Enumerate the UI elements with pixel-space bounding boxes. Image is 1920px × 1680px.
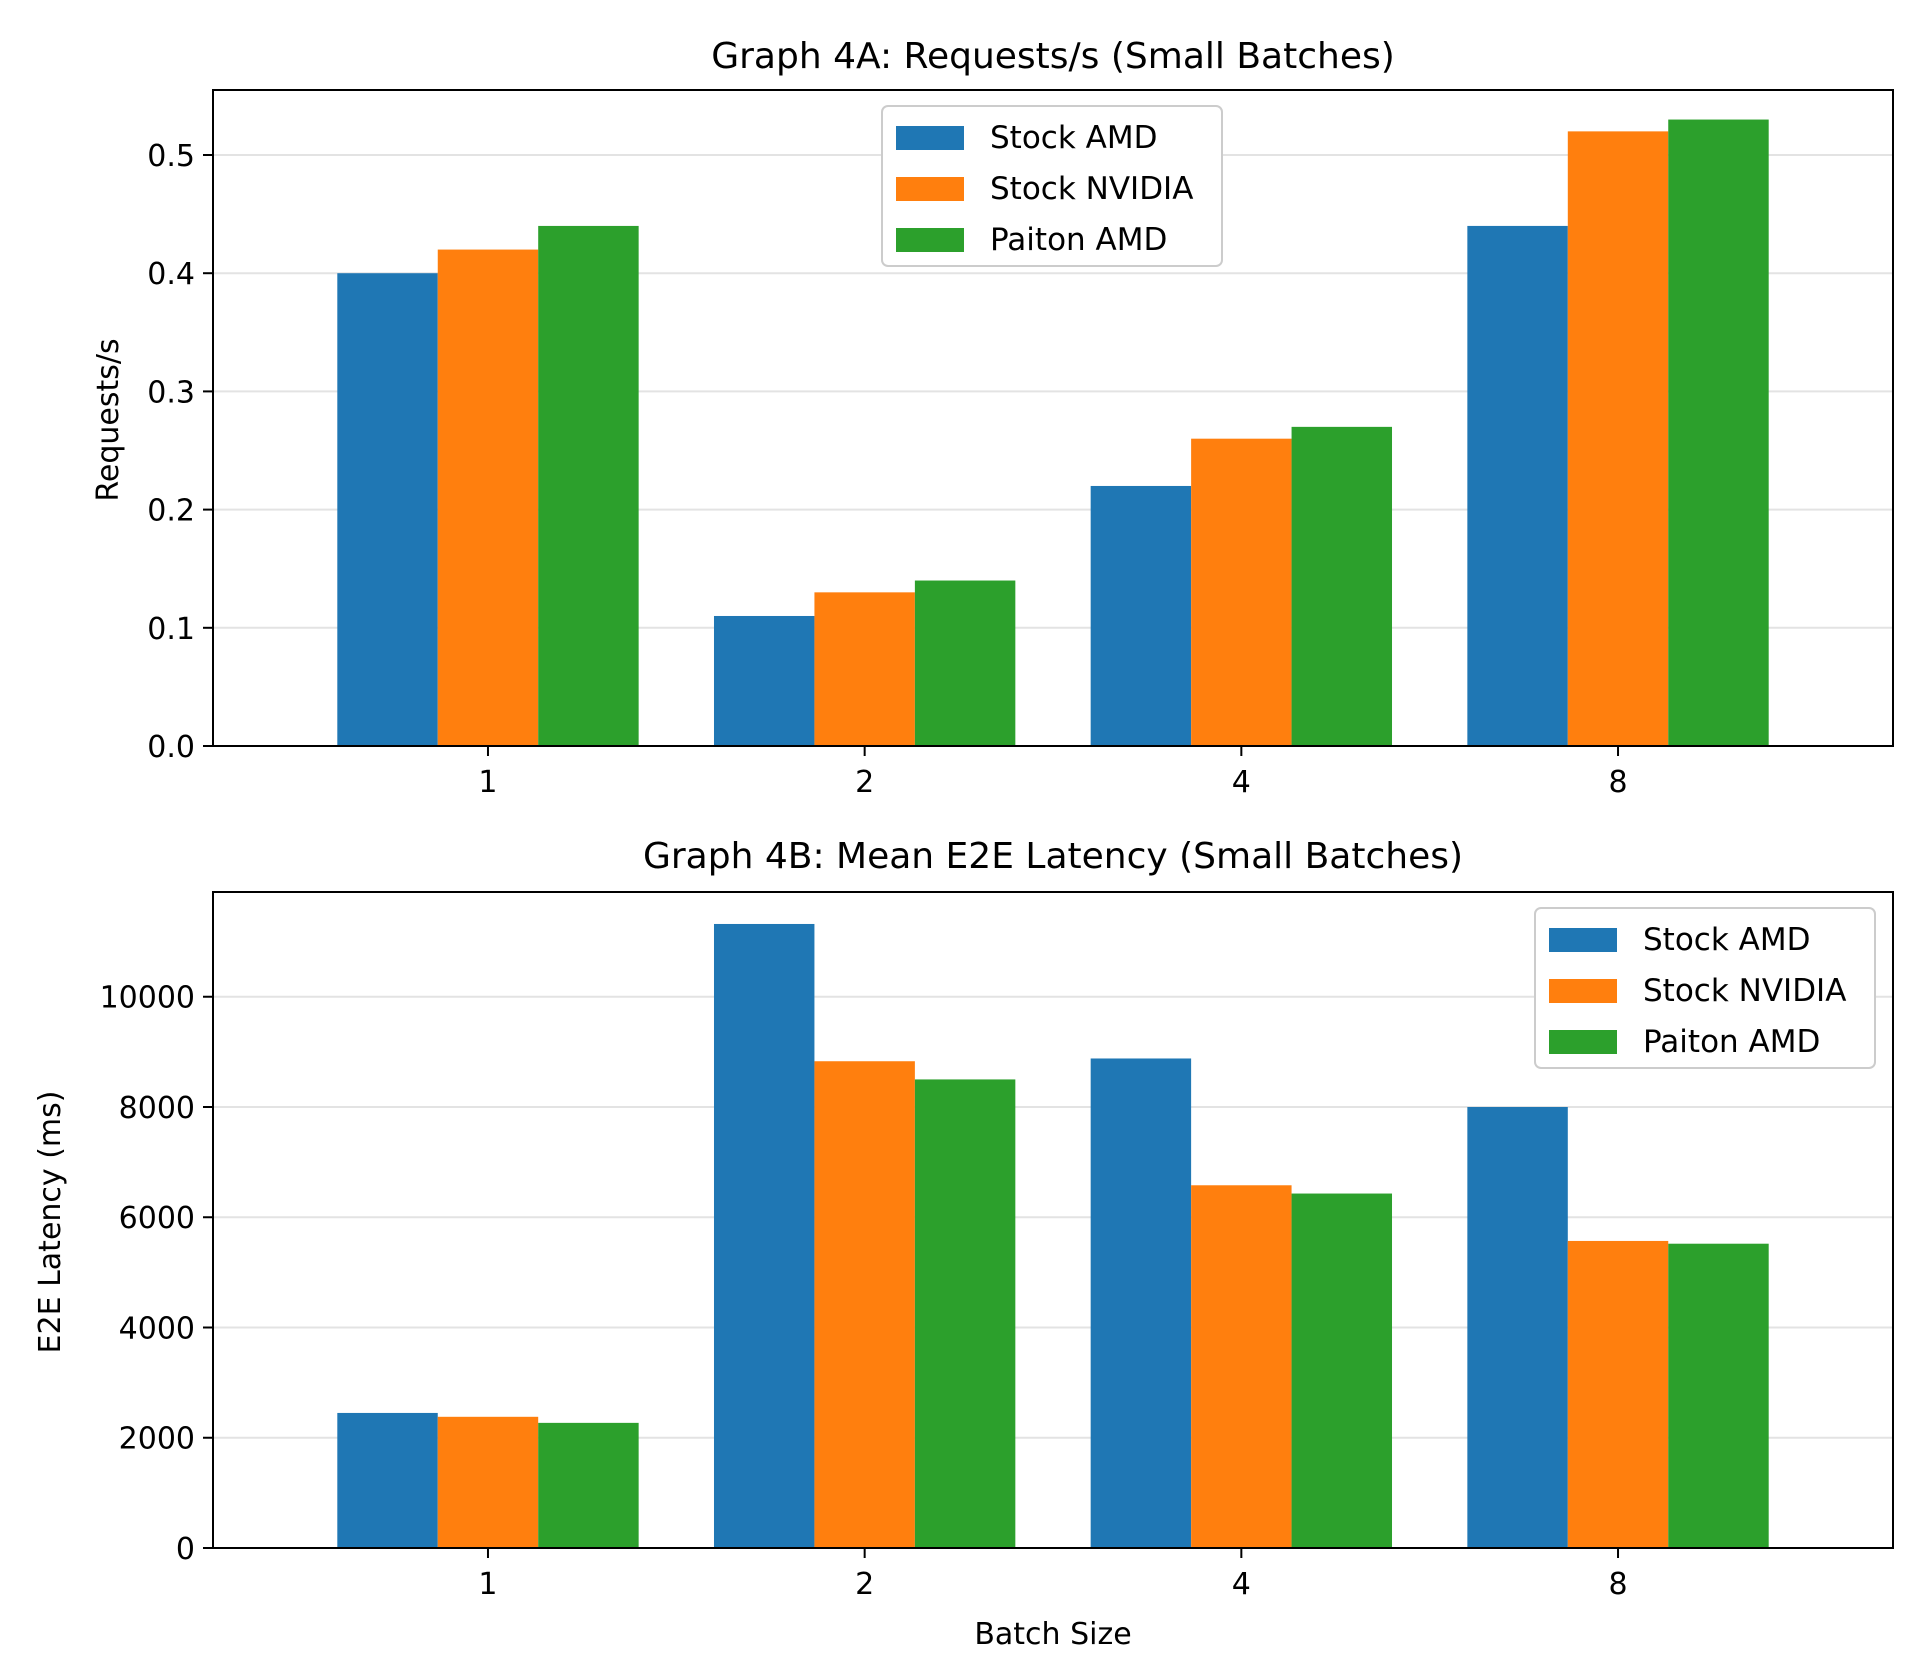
x-tick-label: 8 bbox=[1608, 765, 1627, 800]
legend-swatch bbox=[896, 126, 964, 150]
legend-frame bbox=[881, 105, 1223, 267]
bar-stock-nvidia bbox=[1191, 438, 1292, 746]
y-tick-label: 0.2 bbox=[147, 494, 195, 529]
bar-stock-amd bbox=[1090, 485, 1192, 746]
chart-e2e-latency: Graph 4B: Mean E2E Latency (Small Batche… bbox=[33, 836, 1894, 1652]
y-tick-label: 4000 bbox=[119, 1311, 195, 1346]
legend: Stock AMD Stock NVIDIA Paiton AMD bbox=[881, 105, 1223, 267]
bar-stock-nvidia bbox=[437, 1416, 539, 1548]
x-tick-label: 8 bbox=[1608, 1567, 1627, 1602]
chart-requests-per-second: Graph 4A: Requests/s (Small Batches) Req… bbox=[91, 36, 1894, 800]
y-tick-label: 0.0 bbox=[147, 730, 195, 765]
y-tick-label: 6000 bbox=[119, 1201, 195, 1236]
legend-swatch bbox=[896, 177, 964, 201]
bar-paiton-amd bbox=[538, 225, 639, 747]
bar-stock-nvidia bbox=[814, 592, 915, 746]
legend-label: Stock AMD bbox=[1643, 922, 1810, 958]
legend-swatch bbox=[1549, 979, 1617, 1003]
bar-paiton-amd bbox=[914, 1079, 1016, 1548]
legend-label: Stock AMD bbox=[990, 120, 1157, 156]
legend-frame bbox=[1534, 907, 1876, 1069]
x-tick-label: 2 bbox=[855, 765, 874, 800]
bar-stock-amd bbox=[713, 923, 815, 1548]
legend-label: Stock NVIDIA bbox=[990, 171, 1193, 207]
bar-stock-amd bbox=[1467, 225, 1568, 747]
legend-label: Stock NVIDIA bbox=[1643, 973, 1846, 1009]
y-tick-label: 10000 bbox=[100, 981, 195, 1016]
legend-swatch bbox=[1549, 1030, 1617, 1054]
x-tick-label: 1 bbox=[478, 1567, 497, 1602]
legend-swatch bbox=[1549, 928, 1617, 952]
x-tick-label: 1 bbox=[478, 765, 497, 800]
chart-title: Graph 4B: Mean E2E Latency (Small Batche… bbox=[643, 836, 1463, 877]
bar-paiton-amd bbox=[914, 580, 1016, 746]
legend: Stock AMD Stock NVIDIA Paiton AMD bbox=[1534, 907, 1876, 1069]
axis-ticks: 0 2000 4000 6000 8000 10000 1 2 4 8 bbox=[100, 981, 1628, 1602]
y-tick-label: 0 bbox=[176, 1532, 195, 1567]
y-tick-label: 2000 bbox=[119, 1422, 195, 1457]
bar-paiton-amd bbox=[1668, 119, 1769, 746]
bar-stock-nvidia bbox=[814, 1061, 915, 1548]
y-tick-label: 0.3 bbox=[147, 375, 195, 410]
bar-stock-nvidia bbox=[1567, 131, 1669, 746]
x-axis-label: Batch Size bbox=[974, 1617, 1131, 1652]
bar-paiton-amd bbox=[1291, 1193, 1393, 1548]
x-tick-label: 4 bbox=[1232, 1567, 1251, 1602]
bar-stock-amd bbox=[337, 1412, 438, 1548]
bar-stock-amd bbox=[1090, 1058, 1192, 1548]
bar-paiton-amd bbox=[1668, 1243, 1769, 1548]
chart-title: Graph 4A: Requests/s (Small Batches) bbox=[711, 36, 1395, 77]
x-tick-label: 2 bbox=[855, 1567, 874, 1602]
bar-stock-amd bbox=[713, 615, 815, 746]
x-tick-label: 4 bbox=[1232, 765, 1251, 800]
y-tick-label: 0.4 bbox=[147, 257, 195, 292]
y-tick-label: 8000 bbox=[119, 1091, 195, 1126]
bar-stock-nvidia bbox=[1567, 1240, 1669, 1548]
bar-stock-nvidia bbox=[437, 249, 539, 746]
bar-stock-amd bbox=[337, 273, 438, 746]
bar-paiton-amd bbox=[538, 1422, 639, 1548]
bar-paiton-amd bbox=[1291, 426, 1393, 746]
legend-swatch bbox=[896, 228, 964, 252]
y-tick-label: 0.5 bbox=[147, 139, 195, 174]
bar-stock-nvidia bbox=[1191, 1185, 1292, 1548]
plot-frame bbox=[212, 89, 1894, 747]
y-axis-label: Requests/s bbox=[91, 338, 126, 501]
bars bbox=[337, 119, 1769, 747]
y-axis-label: E2E Latency (ms) bbox=[33, 1091, 68, 1354]
axis-ticks: 0.0 0.1 0.2 0.3 0.4 0.5 1 2 4 8 bbox=[147, 139, 1627, 800]
plot-frame bbox=[212, 891, 1894, 1549]
bars bbox=[337, 923, 1769, 1548]
legend-label: Paiton AMD bbox=[1643, 1024, 1820, 1060]
legend-label: Paiton AMD bbox=[990, 222, 1167, 258]
bar-stock-amd bbox=[1467, 1106, 1568, 1548]
y-tick-label: 0.1 bbox=[147, 612, 195, 647]
